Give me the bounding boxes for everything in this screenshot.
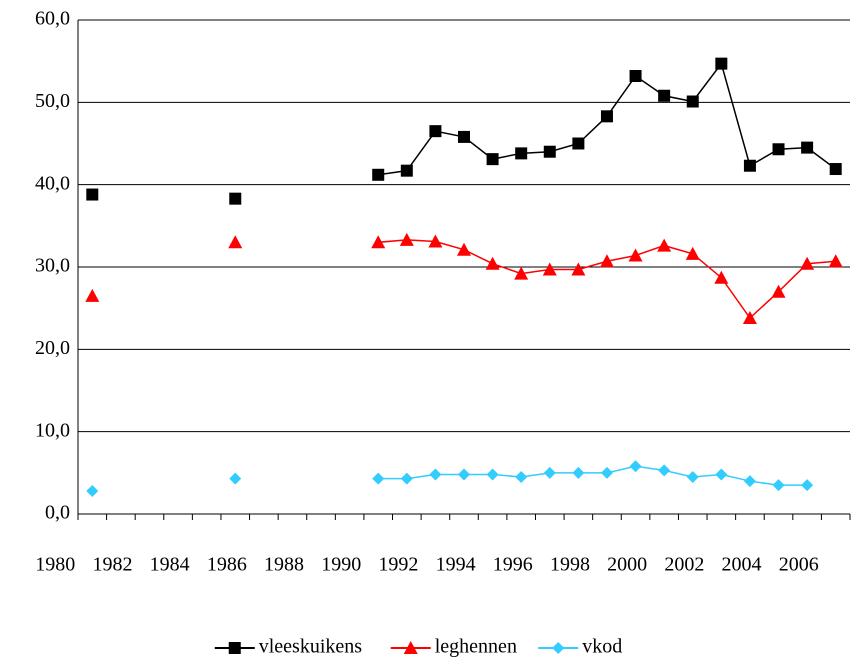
legend-label: vkod bbox=[582, 636, 622, 658]
marker bbox=[572, 137, 585, 150]
x-tick-label: 2004 bbox=[722, 554, 762, 576]
marker bbox=[428, 234, 443, 248]
marker bbox=[600, 466, 613, 479]
x-tick-label: 2002 bbox=[664, 554, 704, 576]
marker bbox=[229, 192, 242, 205]
marker bbox=[399, 232, 414, 246]
marker bbox=[552, 642, 565, 654]
y-tick-label: 30,0 bbox=[35, 255, 70, 277]
y-tick-label: 40,0 bbox=[35, 172, 70, 194]
series-line bbox=[378, 465, 808, 486]
marker bbox=[742, 311, 757, 325]
marker bbox=[86, 188, 99, 201]
marker bbox=[828, 254, 843, 268]
marker bbox=[514, 266, 529, 280]
marker bbox=[685, 246, 700, 260]
x-tick-label: 1980 bbox=[35, 554, 75, 576]
marker bbox=[629, 460, 642, 473]
marker bbox=[403, 641, 418, 654]
marker bbox=[458, 468, 470, 481]
marker bbox=[228, 235, 243, 249]
marker bbox=[801, 479, 814, 492]
x-tick-label: 1994 bbox=[436, 554, 476, 576]
marker bbox=[600, 110, 613, 123]
marker bbox=[743, 159, 756, 172]
marker bbox=[628, 248, 643, 262]
marker bbox=[657, 238, 672, 252]
y-tick-label: 50,0 bbox=[35, 90, 70, 112]
marker bbox=[715, 468, 728, 481]
x-tick-label: 2000 bbox=[607, 554, 647, 576]
marker bbox=[772, 479, 785, 492]
marker bbox=[229, 472, 242, 485]
marker bbox=[457, 242, 471, 256]
marker bbox=[629, 69, 642, 82]
legend-label: leghennen bbox=[435, 636, 517, 658]
marker bbox=[429, 468, 442, 481]
marker bbox=[372, 168, 385, 181]
marker bbox=[486, 468, 499, 481]
marker bbox=[400, 472, 413, 485]
y-tick-label: 10,0 bbox=[35, 419, 70, 441]
marker bbox=[542, 262, 557, 276]
x-tick-label: 1988 bbox=[264, 554, 304, 576]
marker bbox=[771, 284, 786, 298]
marker bbox=[829, 163, 842, 176]
marker bbox=[515, 147, 528, 160]
marker bbox=[486, 153, 499, 166]
marker bbox=[599, 254, 614, 268]
marker bbox=[772, 143, 785, 156]
x-tick-label: 1998 bbox=[550, 554, 590, 576]
marker bbox=[658, 89, 671, 102]
marker bbox=[686, 470, 699, 483]
marker bbox=[85, 288, 100, 302]
y-tick-label: 60,0 bbox=[35, 8, 70, 30]
marker bbox=[801, 141, 814, 154]
x-tick-label: 1996 bbox=[493, 554, 533, 576]
marker bbox=[572, 466, 585, 479]
marker bbox=[458, 130, 470, 143]
marker bbox=[543, 466, 556, 479]
marker bbox=[515, 470, 528, 483]
marker bbox=[743, 475, 756, 488]
marker bbox=[658, 464, 671, 477]
x-tick-label: 1992 bbox=[378, 554, 418, 576]
series-line bbox=[378, 239, 836, 320]
marker bbox=[571, 262, 586, 276]
marker bbox=[543, 145, 556, 158]
marker bbox=[485, 256, 500, 270]
x-tick-label: 2006 bbox=[779, 554, 819, 576]
x-tick-label: 1986 bbox=[207, 554, 247, 576]
marker bbox=[686, 95, 699, 108]
marker bbox=[714, 270, 729, 284]
marker bbox=[429, 125, 442, 138]
x-tick-label: 1984 bbox=[150, 554, 190, 576]
marker bbox=[800, 256, 815, 270]
y-tick-label: 20,0 bbox=[35, 337, 70, 359]
y-tick-label: 0,0 bbox=[45, 502, 70, 524]
marker bbox=[371, 235, 386, 249]
marker bbox=[372, 472, 385, 485]
marker bbox=[228, 642, 241, 654]
legend-label: vleeskuikens bbox=[259, 636, 363, 658]
marker bbox=[86, 484, 99, 497]
x-tick-label: 1982 bbox=[92, 554, 132, 576]
marker bbox=[400, 164, 413, 177]
marker bbox=[715, 57, 728, 70]
x-tick-label: 1990 bbox=[321, 554, 361, 576]
